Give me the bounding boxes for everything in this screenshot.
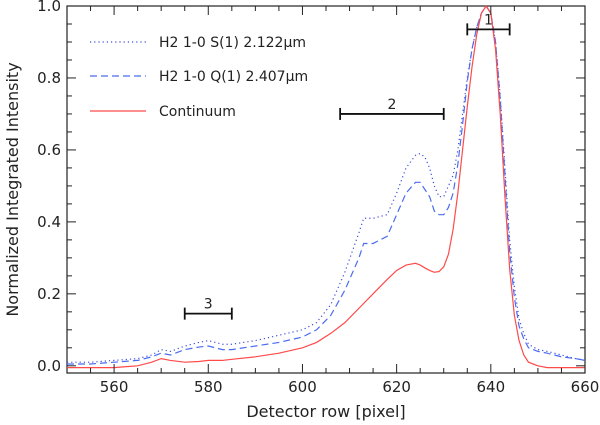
y-tick-label: 0.0: [37, 357, 61, 375]
y-tick-label: 0.6: [37, 141, 61, 159]
region-label-1: 1: [484, 12, 493, 28]
legend-label-2: Continuum: [159, 104, 236, 120]
regions-layer: 1 2 3: [183, 12, 511, 320]
region-label-2: 2: [387, 97, 396, 113]
series-line-2: [67, 4, 585, 369]
ticks-layer: 560 580 600 620 640 660 0.0 0.2 0.4 0.6 0.8 1.0: [37, 0, 599, 396]
x-tick-label: 620: [382, 378, 411, 396]
series-line-0: [67, 4, 586, 363]
y-tick-label: 0.8: [37, 69, 61, 87]
y-tick-label: 0.4: [37, 213, 61, 231]
x-tick-label: 560: [100, 378, 129, 396]
legend-label-0: H2 1-0 S(1) 2.122μm: [159, 35, 306, 51]
x-tick-label: 660: [571, 378, 600, 396]
legend: H2 1-0 S(1) 2.122μm H2 1-0 Q(1) 2.407μm Co…: [90, 35, 308, 120]
x-tick-label: 600: [288, 378, 317, 396]
x-tick-label: 580: [194, 378, 223, 396]
y-tick-label: 1.0: [37, 0, 61, 15]
y-tick-label: 0.2: [37, 285, 61, 303]
x-axis-label: Detector row [pixel]: [246, 402, 405, 421]
series-layer: [67, 4, 586, 369]
y-axis-label: Normalized Integrated Intensity: [3, 62, 22, 316]
plot-frame: [66, 5, 586, 374]
series-line-1: [67, 4, 586, 365]
plot-area: [66, 5, 586, 374]
legend-label-1: H2 1-0 Q(1) 2.407μm: [159, 69, 308, 85]
region-label-3: 3: [204, 297, 213, 313]
x-tick-label: 640: [476, 378, 505, 396]
